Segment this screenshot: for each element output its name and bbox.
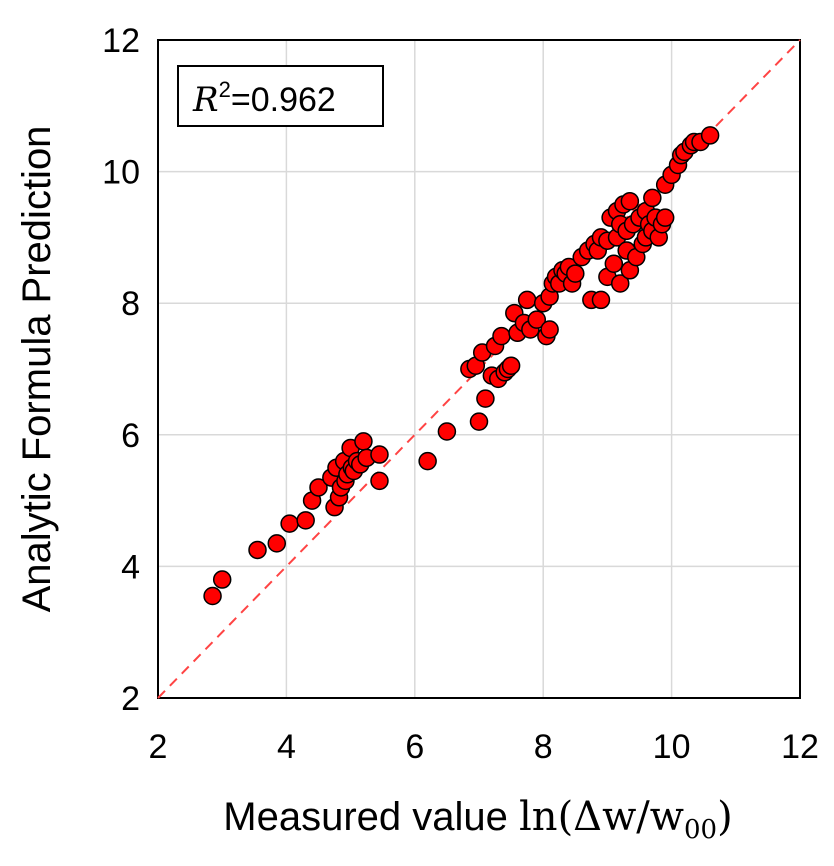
x-tick-label: 4 — [277, 728, 296, 766]
r2-annotation: R2=0.962 — [177, 65, 384, 127]
data-point — [604, 254, 624, 273]
data-point — [203, 586, 222, 606]
data-point — [370, 445, 389, 464]
y-tick-label: 8 — [121, 285, 140, 323]
data-point — [296, 511, 315, 530]
x-tick-label: 8 — [534, 728, 553, 766]
data-point — [267, 534, 287, 553]
x-axis-title-text: Measured value — [223, 795, 519, 839]
y-axis-title: Analytic Formula Prediction — [15, 126, 59, 613]
x-tick-label: 12 — [781, 728, 819, 766]
data-point — [418, 451, 437, 471]
x-axis-title-sub: 00 — [684, 815, 717, 845]
data-point — [309, 478, 328, 497]
data-point — [280, 514, 299, 533]
r2-symbol: R — [192, 80, 219, 120]
y-tick-labels: 2 4 6 8 10 12 — [102, 22, 140, 718]
data-point — [354, 432, 373, 451]
data-point — [370, 471, 389, 491]
data-point — [437, 422, 457, 441]
x-tick-label: 10 — [653, 728, 691, 766]
data-point — [469, 412, 489, 431]
data-point — [476, 389, 495, 408]
data-point — [527, 310, 547, 329]
x-tick-label: 2 — [149, 728, 168, 766]
x-axis-title-close: ) — [717, 794, 733, 840]
y-tick-label: 12 — [102, 22, 140, 60]
y-tick-label: 4 — [121, 548, 140, 586]
data-points — [203, 126, 720, 606]
x-axis-title-math: ln(Δw/w — [519, 794, 684, 840]
data-point — [248, 540, 267, 560]
data-point — [517, 290, 537, 310]
data-point — [643, 188, 662, 208]
data-point — [492, 326, 511, 346]
data-point — [501, 356, 521, 375]
r2-value: =0.962 — [231, 81, 336, 119]
data-point — [700, 126, 720, 145]
data-point — [620, 191, 640, 211]
data-point — [610, 274, 630, 293]
r2-text: R2=0.962 — [192, 77, 336, 120]
data-point — [540, 320, 559, 339]
r2-exponent: 2 — [219, 77, 231, 102]
plot-frame — [157, 39, 801, 699]
y-tick-label: 6 — [121, 417, 140, 455]
data-point — [591, 290, 611, 310]
y-tick-label: 10 — [102, 154, 140, 192]
y-tick-label: 2 — [121, 680, 140, 718]
x-axis-title: Measured value ln(Δw/w00) — [223, 794, 732, 845]
r2-box — [177, 65, 384, 127]
data-point — [655, 208, 675, 227]
x-tick-label: 6 — [405, 728, 424, 766]
x-tick-labels: 2 4 6 8 10 12 — [149, 728, 819, 766]
data-point — [566, 264, 585, 283]
data-point — [212, 570, 232, 589]
